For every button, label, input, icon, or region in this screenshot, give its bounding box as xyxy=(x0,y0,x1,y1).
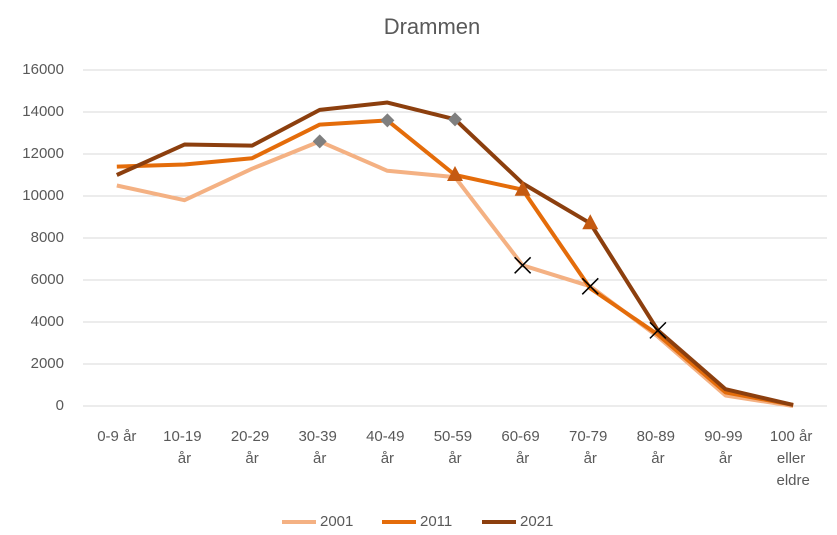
x-tick-label: 0-9 år xyxy=(97,428,136,445)
y-tick-label: 12000 xyxy=(22,145,64,162)
marker-x xyxy=(581,277,599,295)
x-tick-label: 90-99 år xyxy=(704,428,747,467)
x-tick-label: 70-79 år xyxy=(569,428,612,467)
marker-x xyxy=(514,256,532,274)
marker-triangle xyxy=(447,166,463,181)
x-tick-label: 100 år eller eldre xyxy=(770,428,817,489)
legend-label: 2011 xyxy=(420,513,452,530)
marker-x xyxy=(649,321,667,339)
x-tick-label: 80-89 år xyxy=(637,428,680,467)
x-tick-label: 50-59 år xyxy=(434,428,477,467)
x-tick-label: 60-69 år xyxy=(501,428,544,467)
line-series xyxy=(116,139,794,408)
marker-diamond xyxy=(312,134,327,149)
legend-label: 2001 xyxy=(320,513,353,530)
y-tick-label: 0 xyxy=(56,397,64,414)
y-tick-label: 14000 xyxy=(22,103,64,120)
line-series xyxy=(115,100,794,407)
marker-diamond xyxy=(448,112,462,127)
y-tick-label: 6000 xyxy=(31,271,64,288)
chart-title: Drammen xyxy=(384,14,481,39)
y-tick-label: 2000 xyxy=(31,355,64,372)
y-tick-label: 16000 xyxy=(22,61,64,78)
x-tick-label: 30-39 år xyxy=(298,428,341,467)
x-tick-label: 10-19 år xyxy=(163,428,206,467)
y-tick-label: 10000 xyxy=(22,187,64,204)
y-tick-label: 8000 xyxy=(31,229,64,246)
legend-label: 2021 xyxy=(520,513,553,530)
marker-triangle xyxy=(514,180,531,196)
marker-diamond xyxy=(380,113,395,128)
x-tick-label: 40-49 år xyxy=(366,428,409,467)
x-tick-label: 20-29 år xyxy=(231,428,274,467)
marker-triangle xyxy=(582,214,599,230)
y-tick-label: 4000 xyxy=(31,313,64,330)
